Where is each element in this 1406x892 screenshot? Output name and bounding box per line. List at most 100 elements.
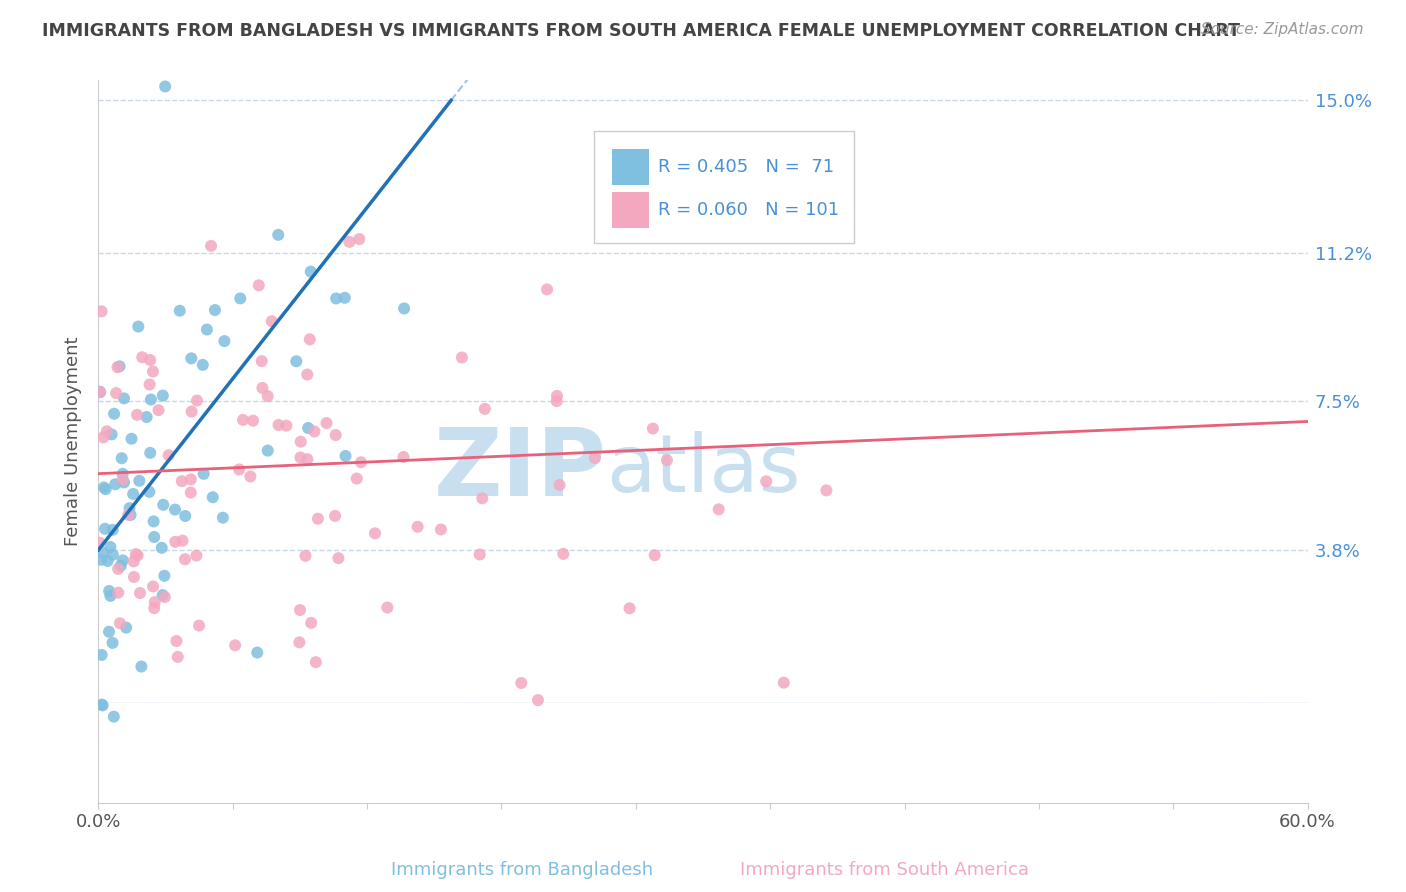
Point <box>135 410 157 425</box>
Point <box>328 551 350 566</box>
Text: R = 0.405   N =  71: R = 0.405 N = 71 <box>658 158 834 176</box>
Point <box>94 482 117 496</box>
Point <box>90 552 112 566</box>
Point <box>228 462 250 476</box>
Point <box>406 520 429 534</box>
Point <box>111 451 134 466</box>
Point <box>290 434 312 449</box>
Point <box>153 568 176 582</box>
Point <box>103 407 125 421</box>
FancyBboxPatch shape <box>595 131 855 243</box>
Point <box>548 478 571 492</box>
Point <box>139 392 162 407</box>
Point <box>108 616 131 631</box>
Text: ZIP: ZIP <box>433 425 606 516</box>
Point <box>90 50 112 64</box>
Point <box>553 547 575 561</box>
Point <box>97 554 120 568</box>
Point <box>325 292 347 306</box>
Point <box>297 368 319 382</box>
Point <box>377 600 399 615</box>
Point <box>299 265 322 279</box>
Point <box>129 586 152 600</box>
Point <box>131 351 153 365</box>
Point <box>212 510 235 524</box>
Point <box>242 414 264 428</box>
Point <box>157 448 180 462</box>
Point <box>112 392 135 406</box>
Point <box>122 554 145 568</box>
Point <box>143 601 166 615</box>
Point <box>111 472 134 486</box>
Point <box>121 432 143 446</box>
Point <box>609 203 631 218</box>
Point <box>180 485 202 500</box>
Point <box>392 301 415 316</box>
Point <box>474 401 496 416</box>
Point <box>297 421 319 435</box>
Point <box>152 588 174 602</box>
Point <box>93 430 115 444</box>
Point <box>430 523 453 537</box>
Point <box>298 332 321 346</box>
Point <box>91 698 114 713</box>
Point <box>707 502 730 516</box>
Point <box>350 455 373 469</box>
Point <box>333 291 356 305</box>
Point <box>451 351 474 365</box>
Point <box>288 603 311 617</box>
Point <box>138 377 160 392</box>
Point <box>100 540 122 554</box>
Point <box>201 490 224 504</box>
Point <box>191 358 214 372</box>
Point <box>170 474 193 488</box>
Point <box>193 467 215 481</box>
Point <box>143 530 166 544</box>
Point <box>315 416 337 430</box>
Point <box>89 535 111 549</box>
Point <box>93 480 115 494</box>
Text: R = 0.060   N = 101: R = 0.060 N = 101 <box>658 202 839 219</box>
Point <box>174 508 197 523</box>
Point <box>290 450 312 465</box>
Point <box>325 428 347 442</box>
Point <box>815 483 838 498</box>
Point <box>510 676 533 690</box>
Point <box>195 322 218 336</box>
Point <box>232 413 254 427</box>
Point <box>644 548 666 562</box>
Point <box>297 452 319 467</box>
Point <box>101 548 124 562</box>
Point <box>112 475 135 490</box>
Point <box>104 477 127 491</box>
Point <box>165 634 187 648</box>
Point <box>153 79 176 94</box>
Point <box>114 817 136 831</box>
Point <box>200 239 222 253</box>
Point <box>349 232 371 246</box>
Point <box>246 646 269 660</box>
Point <box>94 522 117 536</box>
Point <box>536 282 558 296</box>
Point <box>107 562 129 576</box>
Point <box>307 511 329 525</box>
Point <box>139 446 162 460</box>
Point <box>260 314 283 328</box>
Bar <box>613 193 648 228</box>
Point <box>527 693 550 707</box>
Text: Immigrants from South America: Immigrants from South America <box>740 861 1029 879</box>
Y-axis label: Female Unemployment: Female Unemployment <box>63 337 82 546</box>
Point <box>755 475 778 489</box>
Point <box>118 501 141 516</box>
Point <box>142 364 165 378</box>
Point <box>224 638 246 652</box>
Point <box>186 549 208 563</box>
Point <box>111 467 134 481</box>
Point <box>98 584 121 599</box>
Point <box>641 421 664 435</box>
Point <box>100 427 122 442</box>
Point <box>229 292 252 306</box>
Point <box>110 558 132 573</box>
Point <box>90 698 112 712</box>
Point <box>150 541 173 555</box>
